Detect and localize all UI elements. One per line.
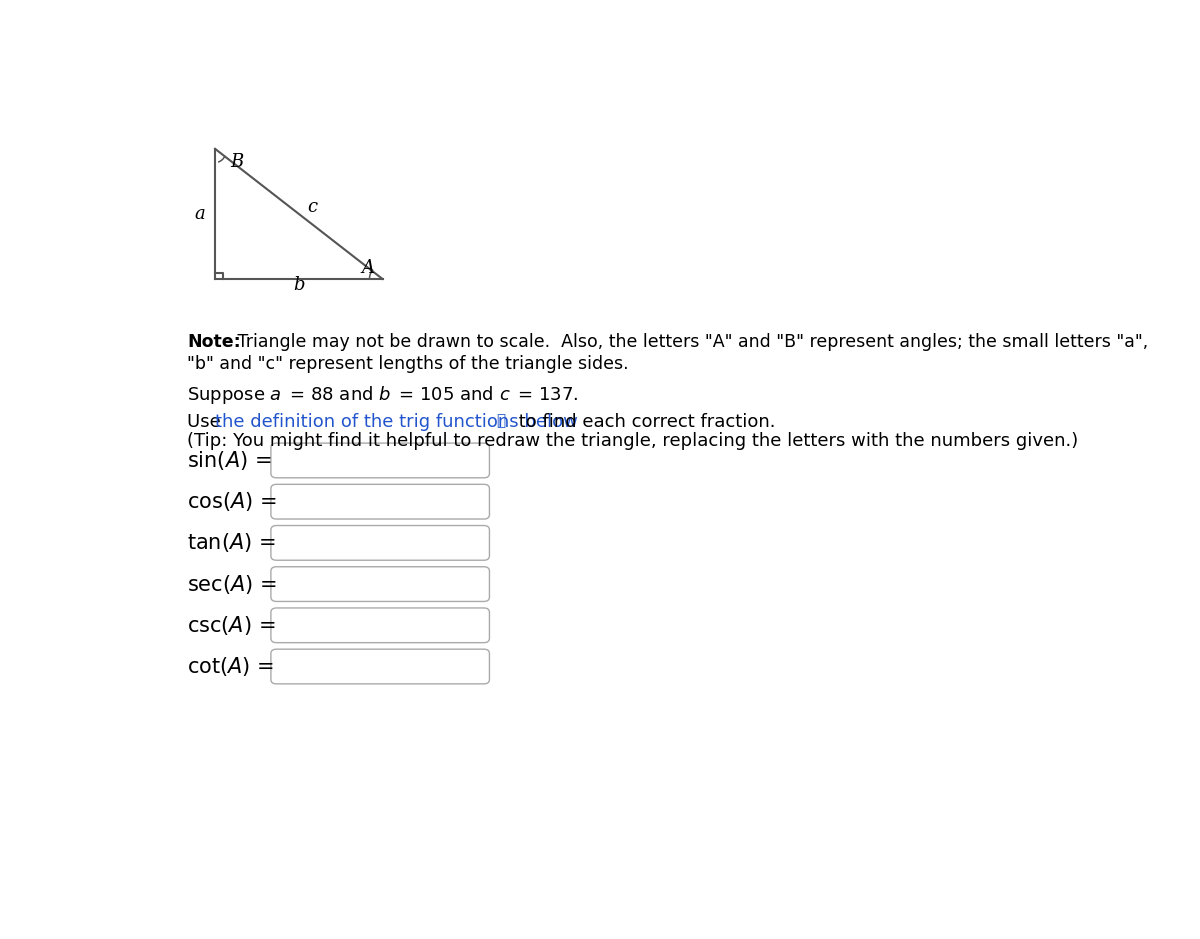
Text: "b" and "c" represent lengths of the triangle sides.: "b" and "c" represent lengths of the tri…: [187, 355, 629, 373]
Text: $\mathrm{csc}(A)$ =: $\mathrm{csc}(A)$ =: [187, 614, 276, 637]
Text: a: a: [194, 205, 205, 223]
Text: the definition of the trig functions below: the definition of the trig functions bel…: [215, 413, 578, 431]
Text: $\mathrm{cos}(A)$ =: $\mathrm{cos}(A)$ =: [187, 490, 277, 514]
Text: Note:: Note:: [187, 333, 241, 351]
Text: (Tip: You might find it helpful to redraw the triangle, replacing the letters wi: (Tip: You might find it helpful to redra…: [187, 432, 1079, 451]
FancyBboxPatch shape: [271, 649, 490, 684]
FancyBboxPatch shape: [271, 608, 490, 642]
FancyBboxPatch shape: [271, 567, 490, 602]
Text: B: B: [230, 153, 244, 171]
FancyBboxPatch shape: [271, 485, 490, 519]
Text: A: A: [361, 259, 374, 277]
Text: to find each correct fraction.: to find each correct fraction.: [512, 413, 775, 431]
Text: Suppose $a\,$ = 88 and $b\,$ = 105 and $c\,$ = 137.: Suppose $a\,$ = 88 and $b\,$ = 105 and $…: [187, 384, 578, 406]
FancyBboxPatch shape: [271, 443, 490, 478]
Text: $\mathrm{tan}(A)$ =: $\mathrm{tan}(A)$ =: [187, 531, 276, 554]
FancyBboxPatch shape: [271, 526, 490, 561]
Text: Use: Use: [187, 413, 227, 431]
Text: ⧉: ⧉: [496, 413, 505, 428]
Text: c: c: [307, 198, 318, 216]
Text: $\mathrm{cot}(A)$ =: $\mathrm{cot}(A)$ =: [187, 655, 275, 678]
Text: $\mathrm{sin}(A)$ =: $\mathrm{sin}(A)$ =: [187, 449, 271, 472]
Text: b: b: [293, 276, 305, 294]
Text: $\mathrm{sec}(A)$ =: $\mathrm{sec}(A)$ =: [187, 573, 277, 595]
Text: Triangle may not be drawn to scale.  Also, the letters "A" and "B" represent ang: Triangle may not be drawn to scale. Also…: [232, 333, 1148, 351]
